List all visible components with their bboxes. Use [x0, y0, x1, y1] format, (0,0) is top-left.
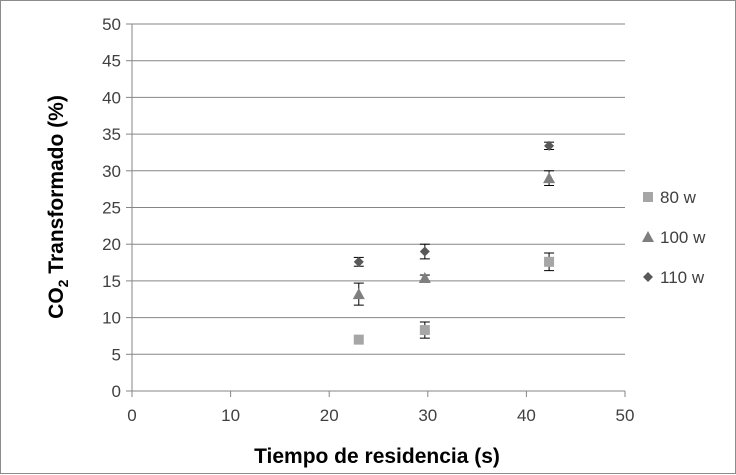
- legend-marker: [642, 231, 654, 242]
- x-axis-title: Tiempo de residencia (s): [254, 445, 500, 468]
- legend-label: 80 w: [660, 188, 697, 207]
- marks-layer: [352, 140, 556, 345]
- grid-layer: [132, 23, 625, 355]
- data-point-series-1: [419, 325, 430, 336]
- y-tick-label: 15: [102, 272, 121, 291]
- data-point-series-2: [352, 288, 365, 300]
- data-point-series-1: [544, 256, 555, 267]
- data-point-series-3: [353, 256, 364, 267]
- y-tick-label: 30: [102, 162, 121, 181]
- data-point-series-3: [544, 140, 555, 151]
- legend-marker: [643, 272, 653, 282]
- y-axis-title-main: CO: [45, 287, 68, 319]
- y-tick-label: 50: [102, 15, 121, 34]
- x-tick-label: 0: [127, 406, 136, 425]
- data-point-series-2: [418, 271, 431, 283]
- x-tick-label: 30: [418, 406, 437, 425]
- y-tick-label: 20: [102, 235, 121, 254]
- x-tick-label: 20: [320, 406, 339, 425]
- y-axis-title-rest: Transformado (%): [45, 95, 68, 279]
- data-point-series-1: [353, 334, 364, 345]
- y-tick-label: 25: [102, 199, 121, 218]
- legend-layer: 80 w 100 w 110 w: [642, 188, 706, 287]
- legend-marker: [643, 192, 653, 202]
- y-tick-label: 0: [112, 382, 121, 401]
- y-tick-label: 35: [102, 125, 121, 144]
- x-tick-label: 40: [517, 406, 536, 425]
- axes-layer: 0 5 10 15 20 25 30 35 40 45 50 0 10 20 30 40 50: [102, 15, 634, 425]
- data-point-series-3: [419, 246, 430, 257]
- y-tick-label: 40: [102, 88, 121, 107]
- x-tick-label: 50: [616, 406, 635, 425]
- y-axis-title-sub: 2: [55, 279, 71, 287]
- y-tick-label: 10: [102, 309, 121, 328]
- x-tick-label: 10: [221, 406, 240, 425]
- legend-label: 110 w: [660, 268, 705, 287]
- y-axis-title: CO2 Transformado (%): [45, 95, 71, 319]
- y-tick-label: 5: [112, 345, 121, 364]
- y-tick-label: 45: [102, 52, 121, 71]
- data-point-series-2: [543, 172, 556, 184]
- legend-label: 100 w: [660, 228, 706, 247]
